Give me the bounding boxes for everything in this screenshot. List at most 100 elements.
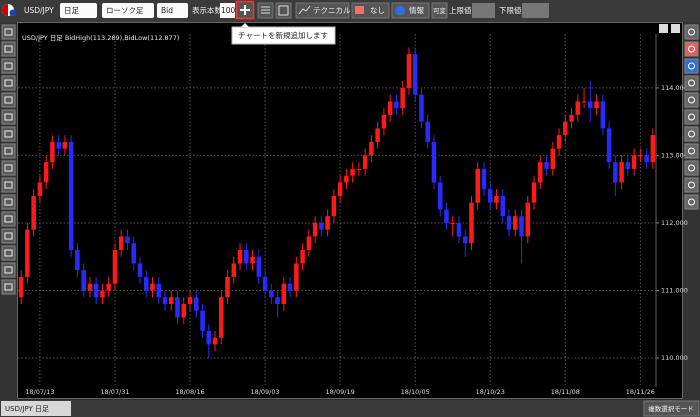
candle-body (168, 297, 174, 304)
side-button[interactable] (684, 177, 699, 193)
candle-body (206, 330, 212, 345)
upper-input[interactable] (472, 3, 495, 18)
candle-body (475, 168, 480, 203)
candle-body (244, 249, 249, 264)
candle-body (156, 283, 161, 298)
tool-button[interactable] (1, 58, 16, 74)
candle-body (312, 222, 318, 237)
candle-body (375, 128, 380, 142)
candle-body (506, 216, 512, 230)
candle-body (131, 243, 136, 264)
tool-button[interactable] (1, 41, 16, 57)
tool-glyph (4, 96, 13, 104)
flag-half (2, 4, 8, 16)
price-select[interactable] (157, 3, 188, 18)
count: 100 (221, 6, 236, 15)
candle-body (100, 290, 105, 298)
tool-button[interactable] (1, 194, 16, 210)
side-glyph (688, 62, 695, 70)
side-button[interactable] (684, 41, 699, 57)
tool-button[interactable] (1, 126, 16, 142)
side-button[interactable] (684, 92, 699, 108)
candle-body (150, 283, 155, 291)
side-button[interactable] (684, 143, 699, 159)
split-button[interactable] (275, 2, 292, 19)
candle-body (219, 297, 224, 338)
side-button[interactable] (684, 109, 699, 125)
candle-body (563, 121, 568, 136)
tool-glyph (4, 266, 13, 274)
tool-button[interactable] (1, 279, 16, 295)
candle-body (331, 195, 337, 217)
candle-body (350, 168, 355, 176)
candle-body (237, 249, 243, 264)
tooltip-arrow (241, 23, 249, 27)
tool-button[interactable] (1, 160, 16, 176)
tool-glyph (4, 232, 13, 240)
tool-button[interactable] (1, 92, 16, 108)
chart-tab[interactable] (1, 401, 71, 416)
candle-body (106, 283, 111, 291)
side-button[interactable] (684, 126, 699, 142)
candle-body (638, 155, 643, 157)
period-select[interactable] (60, 3, 97, 18)
candle-body (631, 155, 637, 169)
multi-select: 複数選択モード (648, 404, 694, 413)
type-select[interactable] (102, 3, 154, 18)
side-button[interactable] (684, 58, 699, 74)
flag-label: なし (370, 6, 385, 15)
candle-body (300, 249, 305, 264)
period: 日足 (64, 6, 79, 15)
restore-button[interactable] (659, 24, 668, 33)
candle-body (469, 202, 474, 244)
layout-icon (261, 6, 270, 14)
info: 情報 (409, 5, 424, 15)
tool-glyph (4, 198, 13, 206)
info-icon (395, 5, 405, 16)
candle-body (25, 229, 30, 277)
side-button[interactable] (684, 24, 699, 40)
tool-button[interactable] (1, 24, 16, 40)
multi-select-button[interactable] (643, 400, 700, 417)
candle-body (56, 141, 61, 149)
tool-button[interactable] (1, 211, 16, 227)
tool-button[interactable] (1, 228, 16, 244)
tool-button[interactable] (1, 262, 16, 278)
tool-button[interactable] (1, 143, 16, 159)
side-button[interactable] (684, 75, 699, 91)
side-button[interactable] (684, 160, 699, 176)
tool-button[interactable] (1, 75, 16, 91)
tool-button[interactable] (1, 245, 16, 261)
candle-body (87, 283, 93, 291)
x-tick-label: 18/11/26 (626, 388, 655, 396)
candle-body (137, 263, 143, 277)
candle-body (381, 114, 387, 129)
count-input[interactable] (220, 3, 235, 18)
close-button[interactable] (671, 24, 680, 33)
tool-button[interactable] (1, 177, 16, 193)
status-bar (0, 400, 700, 417)
lower-input[interactable] (522, 3, 549, 18)
candle-body (281, 283, 287, 304)
candle-body (550, 148, 556, 169)
candle-body (344, 175, 349, 183)
candle-body (200, 310, 205, 331)
side-button[interactable] (684, 194, 699, 210)
variable-button[interactable] (431, 2, 448, 19)
tool-button[interactable] (1, 109, 16, 125)
side-glyph (688, 181, 695, 189)
candle-body (613, 162, 618, 183)
candle-body (538, 162, 543, 183)
side-glyph (688, 130, 695, 138)
candle-body (143, 276, 149, 291)
x-tick-label: 18/11/08 (551, 388, 580, 396)
flag-badge (9, 9, 17, 17)
tool-glyph (4, 113, 13, 121)
tool-glyph (4, 164, 13, 172)
candle-body (43, 162, 49, 183)
plus-icon (240, 5, 250, 15)
chart-type: ローソク足 (106, 6, 144, 15)
candle-body (481, 168, 487, 190)
candle-body (112, 249, 118, 284)
